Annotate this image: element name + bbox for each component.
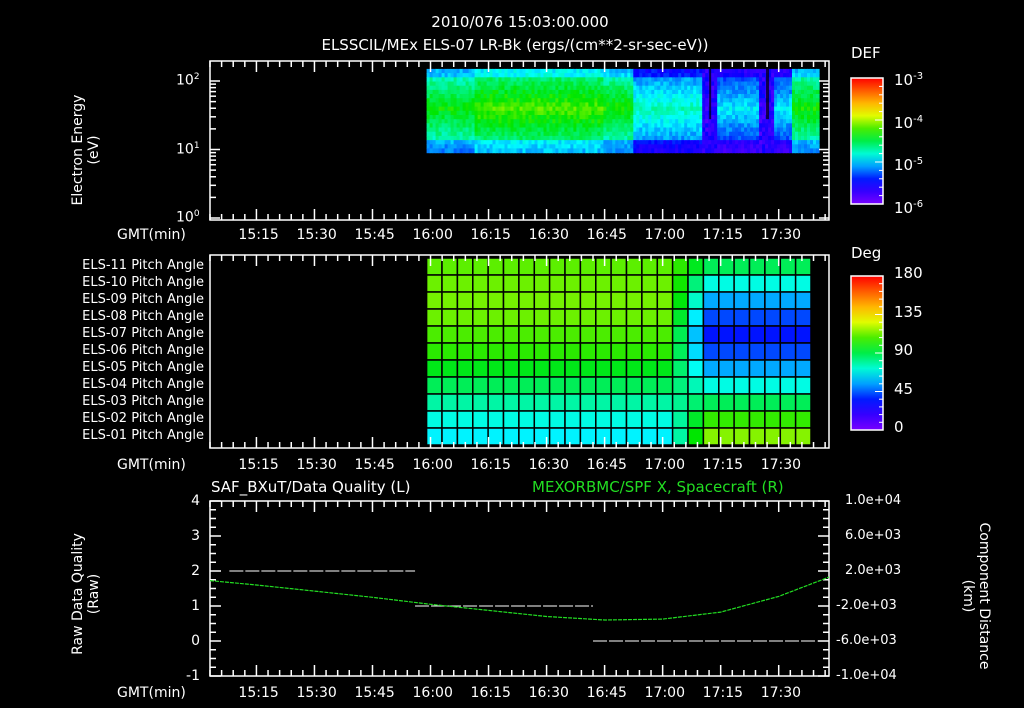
gmt-axis-label: GMT(min) — [117, 685, 186, 701]
energy-axis-unit: (eV) — [86, 135, 102, 165]
time-tick-label: 16:00 — [412, 227, 453, 243]
time-tick-label: 17:15 — [702, 685, 744, 701]
quality-tick-label: 2 — [191, 563, 200, 579]
data-quality-axis-title: Raw Data Quality — [70, 533, 86, 655]
time-tick-label: 16:45 — [586, 227, 627, 243]
time-tick-label: 15:45 — [354, 457, 395, 473]
time-tick-label: 17:30 — [760, 685, 802, 701]
gmt-axis-label: GMT(min) — [117, 227, 186, 243]
distance-tick-label: -2.0e+03 — [836, 598, 897, 613]
time-tick-label: 15:45 — [354, 227, 395, 243]
time-tick-label: 17:15 — [702, 227, 744, 243]
plot-timestamp: 2010/076 15:03:00.000 — [431, 13, 609, 31]
plot-title: ELSSCIL/MEx ELS-07 LR-Bk (ergs/(cm**2-sr… — [321, 36, 709, 54]
time-tick-label: 17:00 — [644, 227, 685, 243]
distance-tick-label: -6.0e+03 — [836, 633, 897, 648]
time-tick-label: 15:30 — [296, 227, 337, 243]
time-tick-label: 16:30 — [528, 227, 569, 243]
time-tick-label: 17:30 — [760, 457, 802, 473]
time-tick-label: 17:30 — [760, 227, 802, 243]
pitch-angle-row-label: ELS-07 Pitch Angle — [82, 326, 204, 341]
right-series-title: MEXORBMC/SPF X, Spacecraft (R) — [532, 478, 784, 496]
time-tick-label: 16:15 — [470, 685, 511, 701]
time-tick-label: 16:15 — [470, 227, 511, 243]
energy-tick-label: 101 — [176, 140, 200, 158]
energy-tick-label: 102 — [176, 72, 200, 89]
distance-axis-unit: (km) — [960, 579, 976, 613]
left-series-title: SAF_BXuT/Data Quality (L) — [211, 478, 411, 496]
distance-axis-label: Component Distance (km) — [960, 516, 992, 676]
deg-tick-label: 90 — [894, 341, 914, 359]
pitch-angle-row-label: ELS-05 Pitch Angle — [82, 360, 204, 375]
deg-tick-label: 180 — [894, 264, 923, 282]
pitch-angle-row-label: ELS-06 Pitch Angle — [82, 343, 204, 358]
quality-tick-label: -1 — [186, 668, 200, 684]
time-tick-label: 15:45 — [354, 685, 395, 701]
time-tick-label: 16:30 — [528, 685, 569, 701]
time-tick-label: 17:15 — [702, 457, 744, 473]
time-tick-label: 16:45 — [586, 685, 627, 701]
def-tick-label: 10-6 — [894, 198, 924, 217]
quality-tick-label: 0 — [191, 633, 200, 649]
pitch-angle-row-label: ELS-04 Pitch Angle — [82, 377, 204, 392]
gmt-axis-label: GMT(min) — [117, 457, 186, 473]
pitch-angle-row-label: ELS-03 Pitch Angle — [82, 394, 204, 409]
time-tick-label: 16:45 — [586, 457, 627, 473]
distance-tick-label: 2.0e+03 — [845, 563, 902, 578]
pitch-angle-row-label: ELS-08 Pitch Angle — [82, 309, 204, 324]
energy-axis-title: Electron Energy — [70, 94, 86, 206]
distance-tick-label: -1.0e+04 — [836, 668, 897, 683]
time-tick-label: 16:00 — [412, 457, 453, 473]
time-tick-label: 16:00 — [412, 685, 453, 701]
distance-tick-label: 1.0e+04 — [845, 493, 902, 508]
deg-tick-label: 135 — [894, 302, 923, 321]
distance-tick-label: 6.0e+03 — [845, 528, 902, 543]
def-tick-label: 10-5 — [894, 156, 924, 174]
time-tick-label: 17:00 — [644, 457, 685, 473]
pitch-angle-row-label: ELS-11 Pitch Angle — [82, 258, 204, 273]
time-tick-label: 16:30 — [528, 457, 569, 473]
distance-axis-title: Component Distance — [976, 522, 992, 670]
pitch-angle-row-label: ELS-02 Pitch Angle — [82, 411, 204, 426]
time-tick-label: 15:15 — [238, 227, 279, 243]
time-tick-label: 15:15 — [238, 457, 279, 473]
deg-tick-label: 0 — [894, 418, 904, 436]
quality-tick-label: 4 — [191, 493, 200, 509]
time-tick-label: 17:00 — [644, 685, 685, 701]
colorbar-def-label: DEF — [851, 44, 881, 62]
energy-axis-label: Electron Energy (eV) — [70, 80, 102, 220]
pitch-angle-row-label: ELS-01 Pitch Angle — [82, 428, 204, 443]
time-tick-label: 15:30 — [296, 685, 337, 701]
colorbar-deg-label: Deg — [851, 244, 882, 262]
quality-tick-label: 1 — [191, 598, 200, 614]
pitch-angle-row-label: ELS-09 Pitch Angle — [82, 292, 204, 307]
time-tick-label: 16:15 — [470, 457, 511, 473]
deg-tick-label: 45 — [894, 379, 914, 398]
data-quality-axis-label: Raw Data Quality (Raw) — [70, 524, 102, 664]
energy-tick-label: 100 — [176, 209, 200, 226]
data-quality-axis-unit: (Raw) — [86, 573, 102, 615]
pitch-angle-row-label: ELS-10 Pitch Angle — [82, 275, 204, 290]
time-tick-label: 15:30 — [296, 457, 337, 473]
def-tick-label: 10-4 — [894, 113, 924, 132]
time-tick-label: 15:15 — [238, 685, 279, 701]
def-tick-label: 10-3 — [894, 71, 924, 89]
quality-tick-label: 3 — [191, 528, 200, 544]
